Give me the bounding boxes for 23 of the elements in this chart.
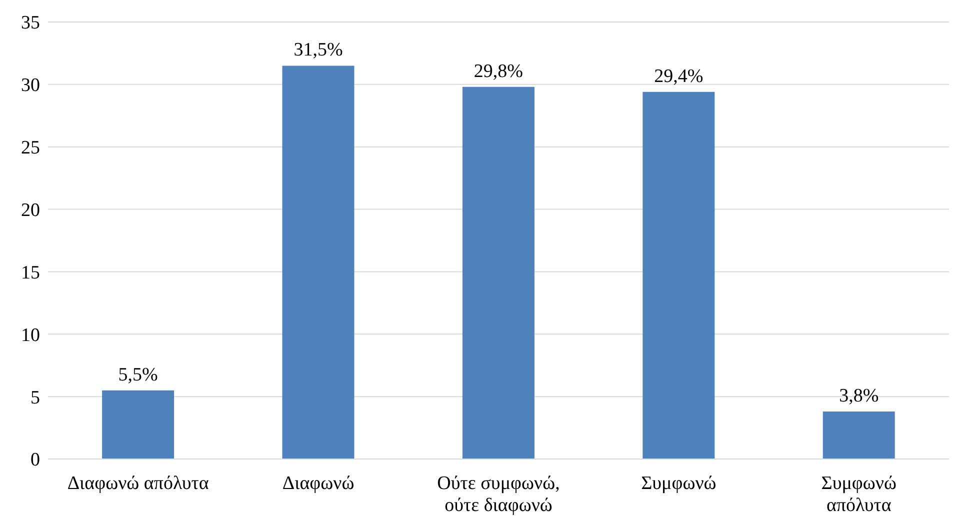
x-tick-label: Διαφωνώ απόλυτα — [67, 473, 209, 494]
x-tick-label: Ούτε συμφωνώ, ούτε διαφωνώ — [437, 473, 560, 516]
bar — [462, 86, 534, 459]
data-label: 29,4% — [654, 66, 704, 87]
y-tick-label: 0 — [30, 450, 40, 471]
data-label: 3,8% — [839, 386, 879, 407]
y-tick-label: 35 — [21, 12, 40, 34]
y-tick-label: 25 — [21, 138, 40, 159]
data-label: 5,5% — [118, 364, 158, 386]
y-tick-label: 30 — [21, 75, 40, 96]
bar — [642, 92, 715, 459]
x-tick-label: Συμφωνώ απόλυτα — [821, 473, 897, 516]
x-tick-label: Διαφωνώ — [282, 473, 354, 494]
bar — [822, 412, 895, 459]
bar — [282, 66, 354, 459]
y-tick-label: 20 — [21, 200, 40, 222]
y-tick-label: 10 — [21, 324, 40, 346]
data-label: 31,5% — [294, 40, 343, 61]
y-tick-label: 15 — [21, 262, 40, 284]
x-tick-label: Συμφωνώ — [641, 473, 716, 494]
data-label: 29,8% — [474, 60, 524, 82]
y-tick-label: 5 — [30, 387, 40, 408]
bar — [102, 390, 174, 459]
